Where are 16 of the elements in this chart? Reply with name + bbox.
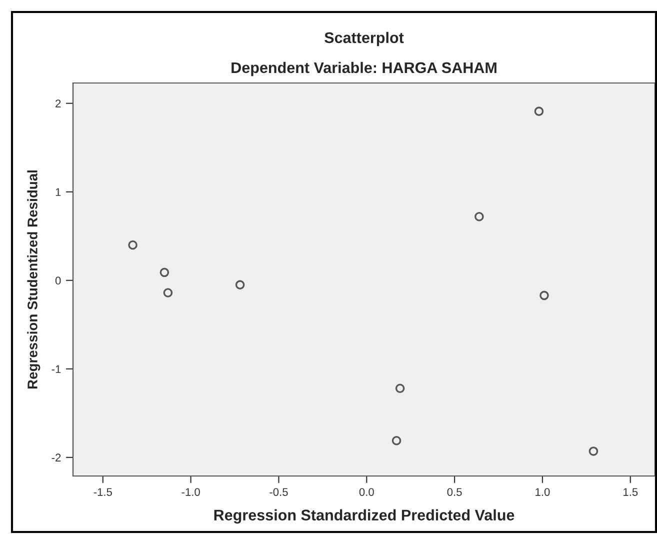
x-tick-label: 0.5 — [447, 488, 462, 496]
y-tick-label: 1 — [56, 188, 61, 196]
y-tick-label: 0 — [55, 276, 61, 285]
y-tick-label: -2 — [52, 454, 61, 462]
x-tick-label: -0.5 — [270, 488, 288, 496]
x-tick-label: 1.5 — [624, 488, 638, 496]
y-tick-label: -1 — [52, 365, 61, 373]
x-tick-label: 1.0 — [536, 488, 550, 496]
x-tick-label: 0.0 — [359, 488, 374, 496]
x-tick-label: -1.5 — [94, 488, 112, 496]
x-axis-title: Regression Standardized Predicted Value — [214, 509, 514, 524]
y-axis-title: Regression Studentized Residual — [27, 170, 40, 389]
chart-title: Scatterplot — [324, 32, 404, 46]
x-tick-label: -1.0 — [182, 488, 200, 496]
y-tick-label: 2 — [56, 100, 61, 108]
chart-subtitle: Dependent Variable: HARGA SAHAM — [232, 62, 496, 76]
